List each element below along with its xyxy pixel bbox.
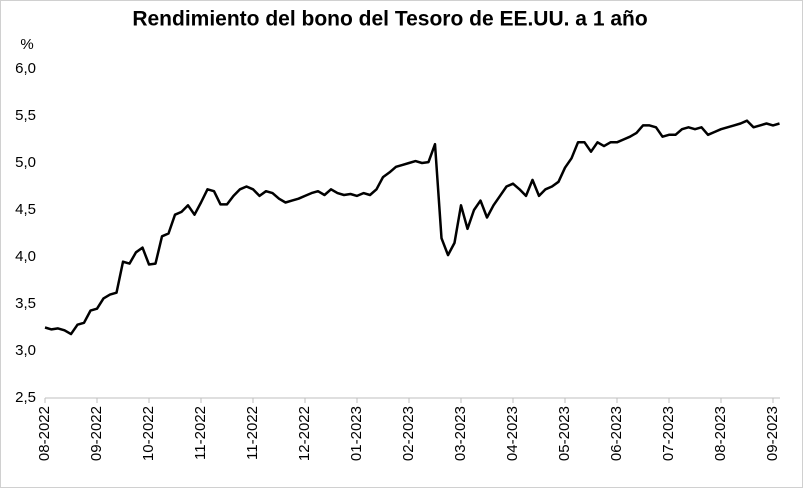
x-tick-label: 05-2023 xyxy=(556,406,573,461)
y-tick-label: 5,0 xyxy=(15,154,36,171)
x-tick-label: 10-2022 xyxy=(140,406,157,461)
y-tick-label: 5,5 xyxy=(15,107,36,124)
x-tick-label: 02-2023 xyxy=(400,406,417,461)
x-tick-label: 09-2023 xyxy=(764,406,781,461)
x-tick-label: 08-2023 xyxy=(712,406,729,461)
y-tick-label: 6,0 xyxy=(15,60,36,77)
y-tick-label: 4,5 xyxy=(15,201,36,218)
x-tick-label: 12-2022 xyxy=(296,406,313,461)
x-tick-label: 11-2022 xyxy=(244,406,261,460)
x-tick-label: 06-2023 xyxy=(608,406,625,461)
x-tick-label: 03-2023 xyxy=(452,406,469,461)
y-axis-label: % xyxy=(20,36,33,53)
y-tick-label: 3,0 xyxy=(15,342,36,359)
line-series xyxy=(44,119,780,336)
chart-title: Rendimiento del bono del Tesoro de EE.UU… xyxy=(132,8,647,31)
x-tick-label: 07-2023 xyxy=(660,406,677,461)
x-tick-label: 08-2022 xyxy=(36,406,53,461)
y-tick-label: 4,0 xyxy=(15,248,36,265)
y-tick-label: 2,5 xyxy=(15,389,36,406)
x-tick-label: 09-2022 xyxy=(88,406,105,461)
x-tick-label: 01-2023 xyxy=(348,406,365,461)
x-tick-label: 04-2023 xyxy=(504,406,521,461)
x-tick-label: 11-2022 xyxy=(192,406,209,460)
y-tick-label: 3,5 xyxy=(15,295,36,312)
